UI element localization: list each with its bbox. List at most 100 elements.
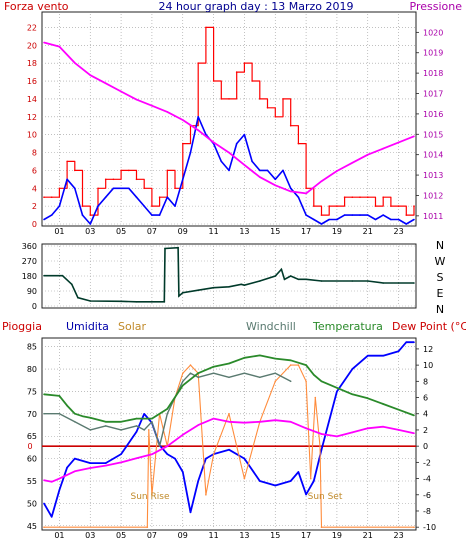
wind-pressure-y-left-tick-label: 6 [32, 166, 37, 175]
pressure-axis-label: Pressione [410, 0, 463, 13]
humidity-temperature-y-left-tick-label: 80 [27, 365, 37, 374]
series-dew-point-c-point [382, 425, 385, 428]
series-temperatura-point [289, 359, 292, 362]
series-gust-point [382, 196, 385, 198]
series-temperatura-line [43, 354, 415, 423]
series-windchill-point [182, 380, 184, 383]
series-windchill-point [74, 421, 76, 423]
series-gust-point [135, 178, 138, 181]
wind-pressure-x-tick-label: 19 [332, 227, 342, 236]
series-gust-line [44, 26, 415, 216]
series-avg-point [328, 218, 331, 221]
series-gust-point [305, 187, 307, 190]
compass-labels: N W S E N [435, 239, 446, 316]
series-windchill-point [274, 372, 277, 375]
series-pressure-point [228, 151, 230, 154]
series-dew-point-c-point [74, 470, 76, 473]
series-avg-point [50, 214, 53, 216]
humidity-temperature-y-right-tick-label: -2 [423, 458, 431, 467]
series-gust-point [97, 187, 99, 190]
series-solar-point [43, 526, 45, 528]
series-avg-point [243, 133, 246, 136]
wind-direction-point [283, 278, 286, 281]
series-avg-point [235, 142, 238, 145]
wind-direction-y-left-tick-label: 180 [22, 272, 37, 281]
humidity-temperature-y-right-tick-label: -8 [423, 507, 431, 516]
series-gust-point [151, 205, 153, 207]
series-pressure-point [413, 135, 415, 138]
series-umidita-point [120, 453, 122, 455]
series-umidita-point [89, 462, 92, 464]
wind-direction-point [274, 275, 277, 277]
solar-legend: Solar [118, 320, 147, 333]
wind-pressure-ticks: 01 03 05 07 09 11 13 15 17 19 21 230246810121416182… [27, 23, 444, 236]
series-avg-point [397, 218, 400, 221]
series-gust-point [367, 196, 369, 198]
series-dew-point-c-point [89, 467, 92, 469]
series-gust-point [289, 124, 292, 127]
series-gust-point [112, 178, 115, 181]
series-pressure-point [243, 164, 246, 166]
series-dew-point-c-point [197, 424, 199, 426]
wind-direction-point [178, 295, 180, 297]
humidity-temperature-y-right-tick-label: 2 [423, 426, 428, 435]
wind-direction-y-left-tick-label: 0 [32, 302, 37, 311]
series-dew-point-c-point [120, 461, 122, 464]
humidity-temperature-y-right-tick-label: 4 [423, 410, 428, 419]
series-solar-point [146, 526, 149, 528]
series-solar-point [289, 364, 292, 366]
series-temperatura-point [104, 421, 107, 423]
wind-direction-series [43, 246, 415, 303]
wind-pressure-y-right-tick-label: 1017 [423, 90, 443, 99]
series-temperatura-point [58, 395, 61, 397]
series-umidita-point [50, 516, 53, 518]
series-pressure-point [182, 119, 184, 121]
humidity-temperature-y-right-tick-label: 0 [423, 442, 428, 451]
humidity-temperature-x-tick-label: 21 [363, 531, 373, 540]
wind-pressure-y-right-tick-label: 1016 [423, 110, 443, 119]
series-windchill-point [143, 429, 145, 431]
series-pressure-point [382, 147, 385, 150]
wind-pressure-y-left-tick-label: 16 [27, 77, 37, 86]
series-gust-point [197, 62, 199, 64]
series-solar-point [151, 494, 153, 496]
series-umidita-point [320, 448, 323, 451]
series-avg-point [297, 196, 300, 198]
series-gust-point [128, 169, 130, 172]
series-windchill-point [189, 372, 192, 375]
series-dew-point-c-point [413, 432, 415, 435]
series-avg-point [390, 218, 392, 221]
series-umidita-point [182, 471, 184, 473]
series-avg-point [259, 169, 261, 172]
series-windchill-point [120, 429, 122, 431]
series-pressure-point [336, 170, 338, 172]
wind-direction-point [243, 284, 246, 287]
humidity-temperature-y-right-tick-label: 8 [423, 377, 428, 386]
wind-direction-point [228, 286, 230, 288]
series-pressure-point [397, 141, 400, 144]
wind-direction-point [367, 280, 369, 282]
humidity-temperature-x-tick-label: 03 [85, 531, 95, 540]
series-gust-point [251, 80, 253, 82]
humidity-temperature-panel [41, 337, 417, 531]
wind-pressure-y-left-tick-label: 2 [32, 202, 37, 211]
series-gust-point [120, 169, 122, 172]
wind-pressure-y-left-tick-label: 18 [27, 59, 37, 68]
wind-direction-point [163, 301, 166, 303]
series-gust-point [143, 187, 145, 190]
series-temperatura-point [382, 403, 385, 405]
series-gust-point [182, 142, 184, 145]
series-umidita-point [289, 480, 292, 482]
series-avg-point [135, 196, 138, 198]
series-gust-point [235, 71, 238, 73]
humidity-temperature-y-left-tick-label: 55 [27, 477, 37, 486]
series-umidita-point [166, 453, 169, 455]
series-gust-point [313, 205, 315, 207]
wind-direction-point [280, 268, 283, 271]
series-pressure-point [166, 111, 169, 113]
series-solar-point [305, 380, 307, 383]
compass-e: E [437, 287, 444, 300]
series-avg-point [413, 218, 415, 221]
wind-pressure-y-right-tick-label: 1014 [423, 151, 443, 160]
